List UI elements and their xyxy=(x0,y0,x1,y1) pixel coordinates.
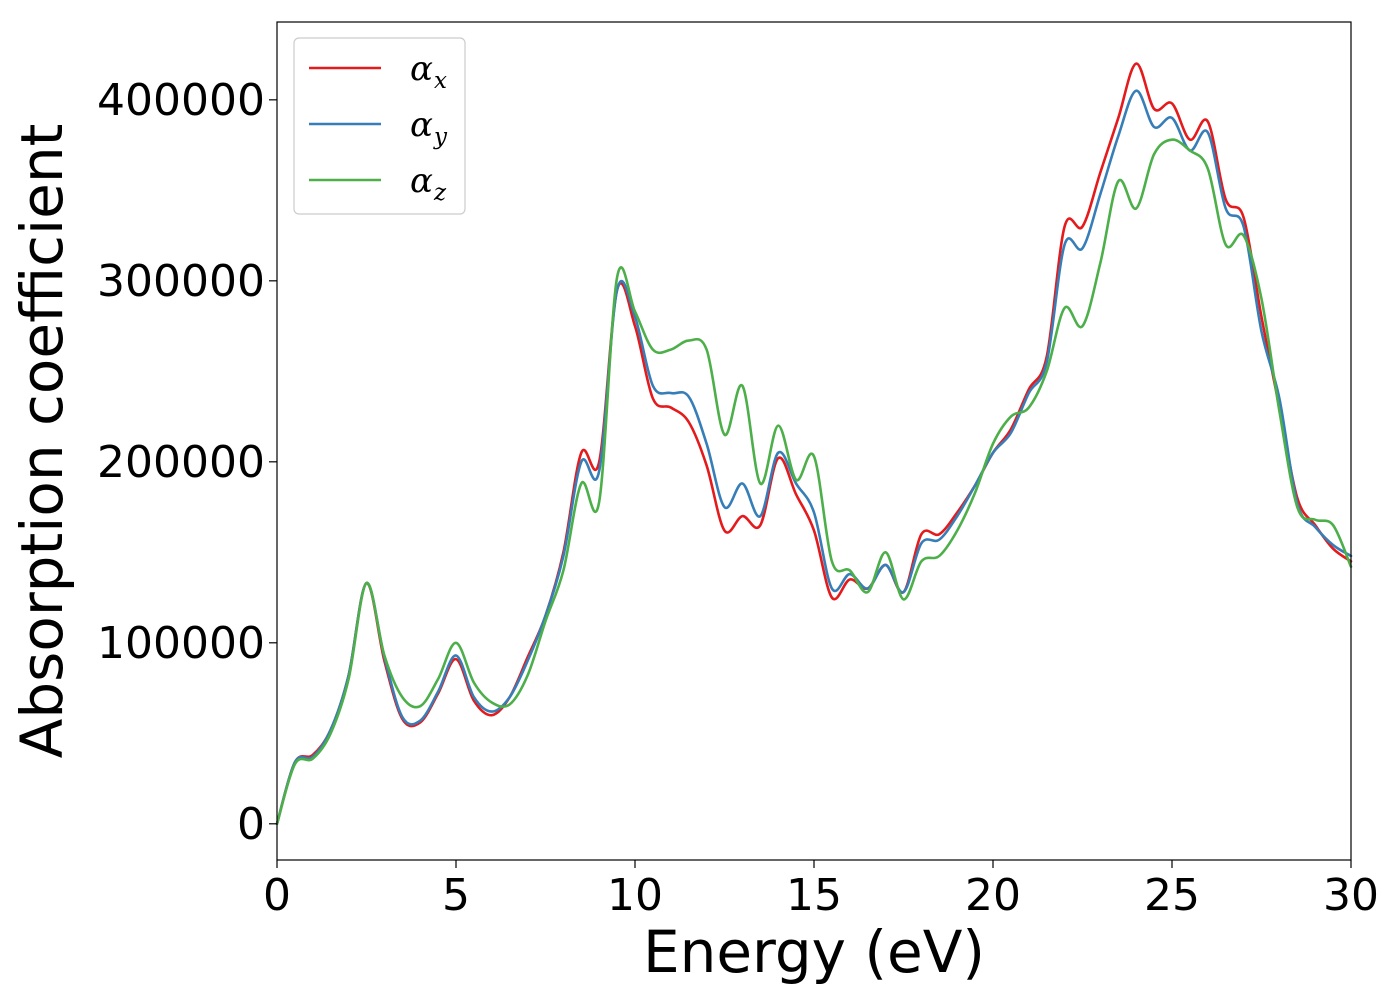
x-tick-label: 0 xyxy=(263,870,291,921)
legend-label-y: αy xyxy=(410,105,448,150)
x-tick-label: 25 xyxy=(1144,870,1200,921)
x-tick-label: 20 xyxy=(965,870,1021,921)
legend: αx αy αz xyxy=(293,37,466,215)
legend-label-x: αx xyxy=(410,49,447,94)
tick-layer: 0 5 10 15 20 25 30 0 100000 200000 300000 400000 xyxy=(97,75,1379,921)
y-tick-label: 0 xyxy=(237,799,265,850)
x-tick-label: 10 xyxy=(607,870,663,921)
legend-box xyxy=(293,37,466,215)
x-tick-label: 15 xyxy=(786,870,842,921)
x-axis-label: Energy (eV) xyxy=(643,918,985,986)
series-layer xyxy=(275,62,1353,826)
y-axis-label: Absorption coefficient xyxy=(8,124,76,759)
series-line-x xyxy=(275,62,1353,826)
y-tick-label: 300000 xyxy=(97,256,265,307)
series-line-y xyxy=(275,89,1353,826)
legend-label-z: αz xyxy=(410,161,447,206)
series-line-z xyxy=(275,138,1353,826)
x-tick-label: 30 xyxy=(1323,870,1379,921)
x-tick-label: 5 xyxy=(442,870,470,921)
y-tick-label: 100000 xyxy=(97,618,265,669)
y-tick-label: 200000 xyxy=(97,437,265,488)
y-tick-label: 400000 xyxy=(97,75,265,126)
